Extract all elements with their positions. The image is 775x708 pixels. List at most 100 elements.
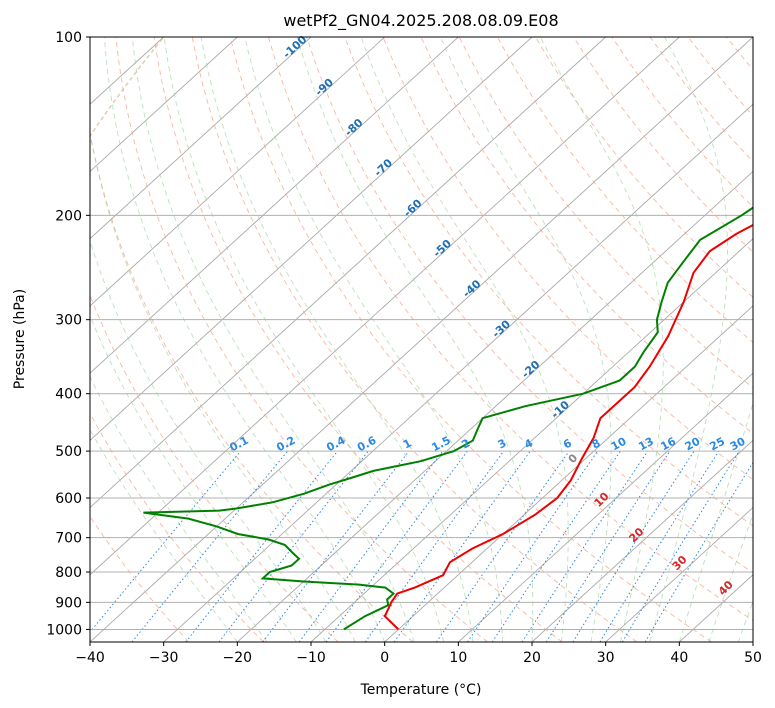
plot-frame — [89, 36, 754, 643]
isotherm-label: -90 — [313, 76, 337, 99]
mixing-ratio-line — [491, 450, 621, 642]
mixing-ratio-line — [364, 450, 505, 642]
moist-adiabat-line — [737, 600, 753, 642]
mixing-ratio-label: 8 — [590, 436, 603, 451]
dry-adiabat-line — [726, 37, 753, 71]
y-tick-label: 500 — [55, 444, 82, 460]
moist-adiabat-label: 30 — [670, 553, 690, 573]
chart-title: wetPf2_GN04.2025.208.08.09.E08 — [283, 11, 558, 31]
dewpoint-profile-line — [143, 206, 753, 631]
y-tick-label: 300 — [55, 313, 82, 329]
moist-adiabat-line — [163, 37, 445, 642]
isotherm-line — [752, 641, 753, 642]
mixing-ratio-label: 20 — [683, 435, 703, 454]
y-axis-ticks: 100 200 300 400 500 600 700 800 900 1000 — [46, 30, 90, 638]
dry-adiabat-line — [687, 37, 753, 117]
isotherm-line — [384, 305, 753, 642]
moist-adiabat-label: 40 — [716, 578, 736, 598]
moist-adiabat-line — [296, 37, 534, 642]
temperature-profile-line — [383, 223, 753, 631]
moist-adiabat-line — [90, 239, 327, 642]
dry-adiabat-line — [268, 37, 753, 621]
x-axis-ticks: −40 −30 −20 −10 0 10 20 30 40 50 — [75, 642, 762, 666]
mixing-ratio-line — [435, 450, 570, 642]
dry-adiabat-line — [191, 37, 638, 642]
moist-adiabat-line — [103, 37, 386, 642]
mixing-ratio-line — [572, 450, 695, 642]
x-tick-label: 40 — [670, 650, 688, 666]
dry-adiabat-line — [90, 412, 264, 642]
y-tick-label: 200 — [55, 208, 82, 224]
dry-adiabat-line — [458, 37, 753, 389]
line-labels: -100-90-80-70-60-50-40-30-20-100.1 0.2 0.4… — [227, 33, 747, 599]
x-tick-label: −10 — [296, 650, 326, 666]
y-tick-label: 400 — [55, 387, 82, 403]
y-tick-label: 1000 — [46, 622, 82, 638]
isotherm-label: -30 — [490, 317, 514, 340]
dry-adiabat-line — [611, 37, 753, 208]
isotherm-line — [90, 37, 753, 642]
x-tick-label: −20 — [223, 650, 253, 666]
dry-adiabat-line — [153, 37, 563, 642]
isotherm-line — [90, 37, 385, 307]
mixing-ratio-line — [621, 450, 740, 642]
mixing-ratio-label: 13 — [636, 435, 656, 454]
mixing-ratio-label: 6 — [561, 436, 574, 451]
mixing-ratio-line — [262, 450, 410, 642]
dry-adiabat-line — [765, 37, 775, 642]
moist-adiabat-line — [90, 129, 356, 642]
moist-adiabat-line — [439, 37, 612, 642]
isotherm-line — [90, 37, 680, 576]
dry-adiabat-line — [649, 37, 753, 163]
isotherm-line — [90, 37, 533, 441]
mixing-ratio-label: 10 — [609, 435, 629, 454]
x-tick-label: 20 — [523, 650, 541, 666]
moist-adiabat-line — [131, 37, 415, 642]
y-tick-label: 900 — [55, 595, 82, 611]
mixing-ratio-label: 30 — [728, 435, 748, 454]
dry-adiabat-line — [90, 293, 339, 642]
series-layer — [143, 206, 753, 631]
x-tick-label: 30 — [597, 650, 615, 666]
isotherm-label: -10 — [549, 398, 573, 421]
x-tick-label: −30 — [149, 650, 179, 666]
moist-adiabat-line — [90, 375, 268, 642]
y-tick-label: 800 — [55, 565, 82, 581]
moist-adiabat-line — [708, 513, 753, 642]
isotherm-line — [90, 37, 238, 173]
isotherm-label: -20 — [519, 358, 543, 381]
isotherm-line — [310, 238, 753, 642]
mixing-ratio-line — [325, 450, 468, 642]
isotherm-label: -50 — [431, 237, 455, 260]
moist-adiabat-line — [678, 401, 753, 642]
moist-adiabat-line — [90, 428, 238, 642]
moist-adiabat-line — [649, 37, 728, 642]
mixing-ratio-line — [90, 450, 242, 633]
dry-adiabat-line — [90, 515, 190, 642]
background-lines — [90, 37, 775, 642]
x-axis-label: Temperature (°C) — [360, 682, 482, 698]
mixing-ratio-line — [467, 450, 599, 642]
mixing-ratio-line — [644, 461, 753, 642]
x-tick-label: 10 — [449, 650, 467, 666]
moist-adiabat-label: 20 — [626, 525, 646, 545]
moist-adiabat-line — [200, 37, 474, 642]
isotherm-label: -40 — [460, 277, 484, 300]
isotherm-label: -70 — [372, 156, 396, 179]
y-tick-label: 600 — [55, 491, 82, 507]
isotherm-line — [90, 37, 312, 240]
mixing-ratio-line — [393, 450, 531, 642]
dry-adiabat-line — [90, 131, 414, 642]
mixing-ratio-label: 2 — [459, 436, 472, 451]
moist-adiabat-line — [539, 37, 664, 642]
x-tick-label: 50 — [744, 650, 762, 666]
mixing-ratio-label: 25 — [707, 435, 727, 454]
y-axis-label: Pressure (hPa) — [12, 289, 28, 389]
x-tick-label: −40 — [75, 650, 105, 666]
moist-adiabat-line — [90, 314, 297, 642]
mixing-ratio-label: 1 — [401, 436, 414, 451]
y-tick-label: 100 — [55, 30, 82, 46]
mixing-ratio-line — [131, 450, 288, 642]
mixing-ratio-line — [545, 450, 671, 642]
